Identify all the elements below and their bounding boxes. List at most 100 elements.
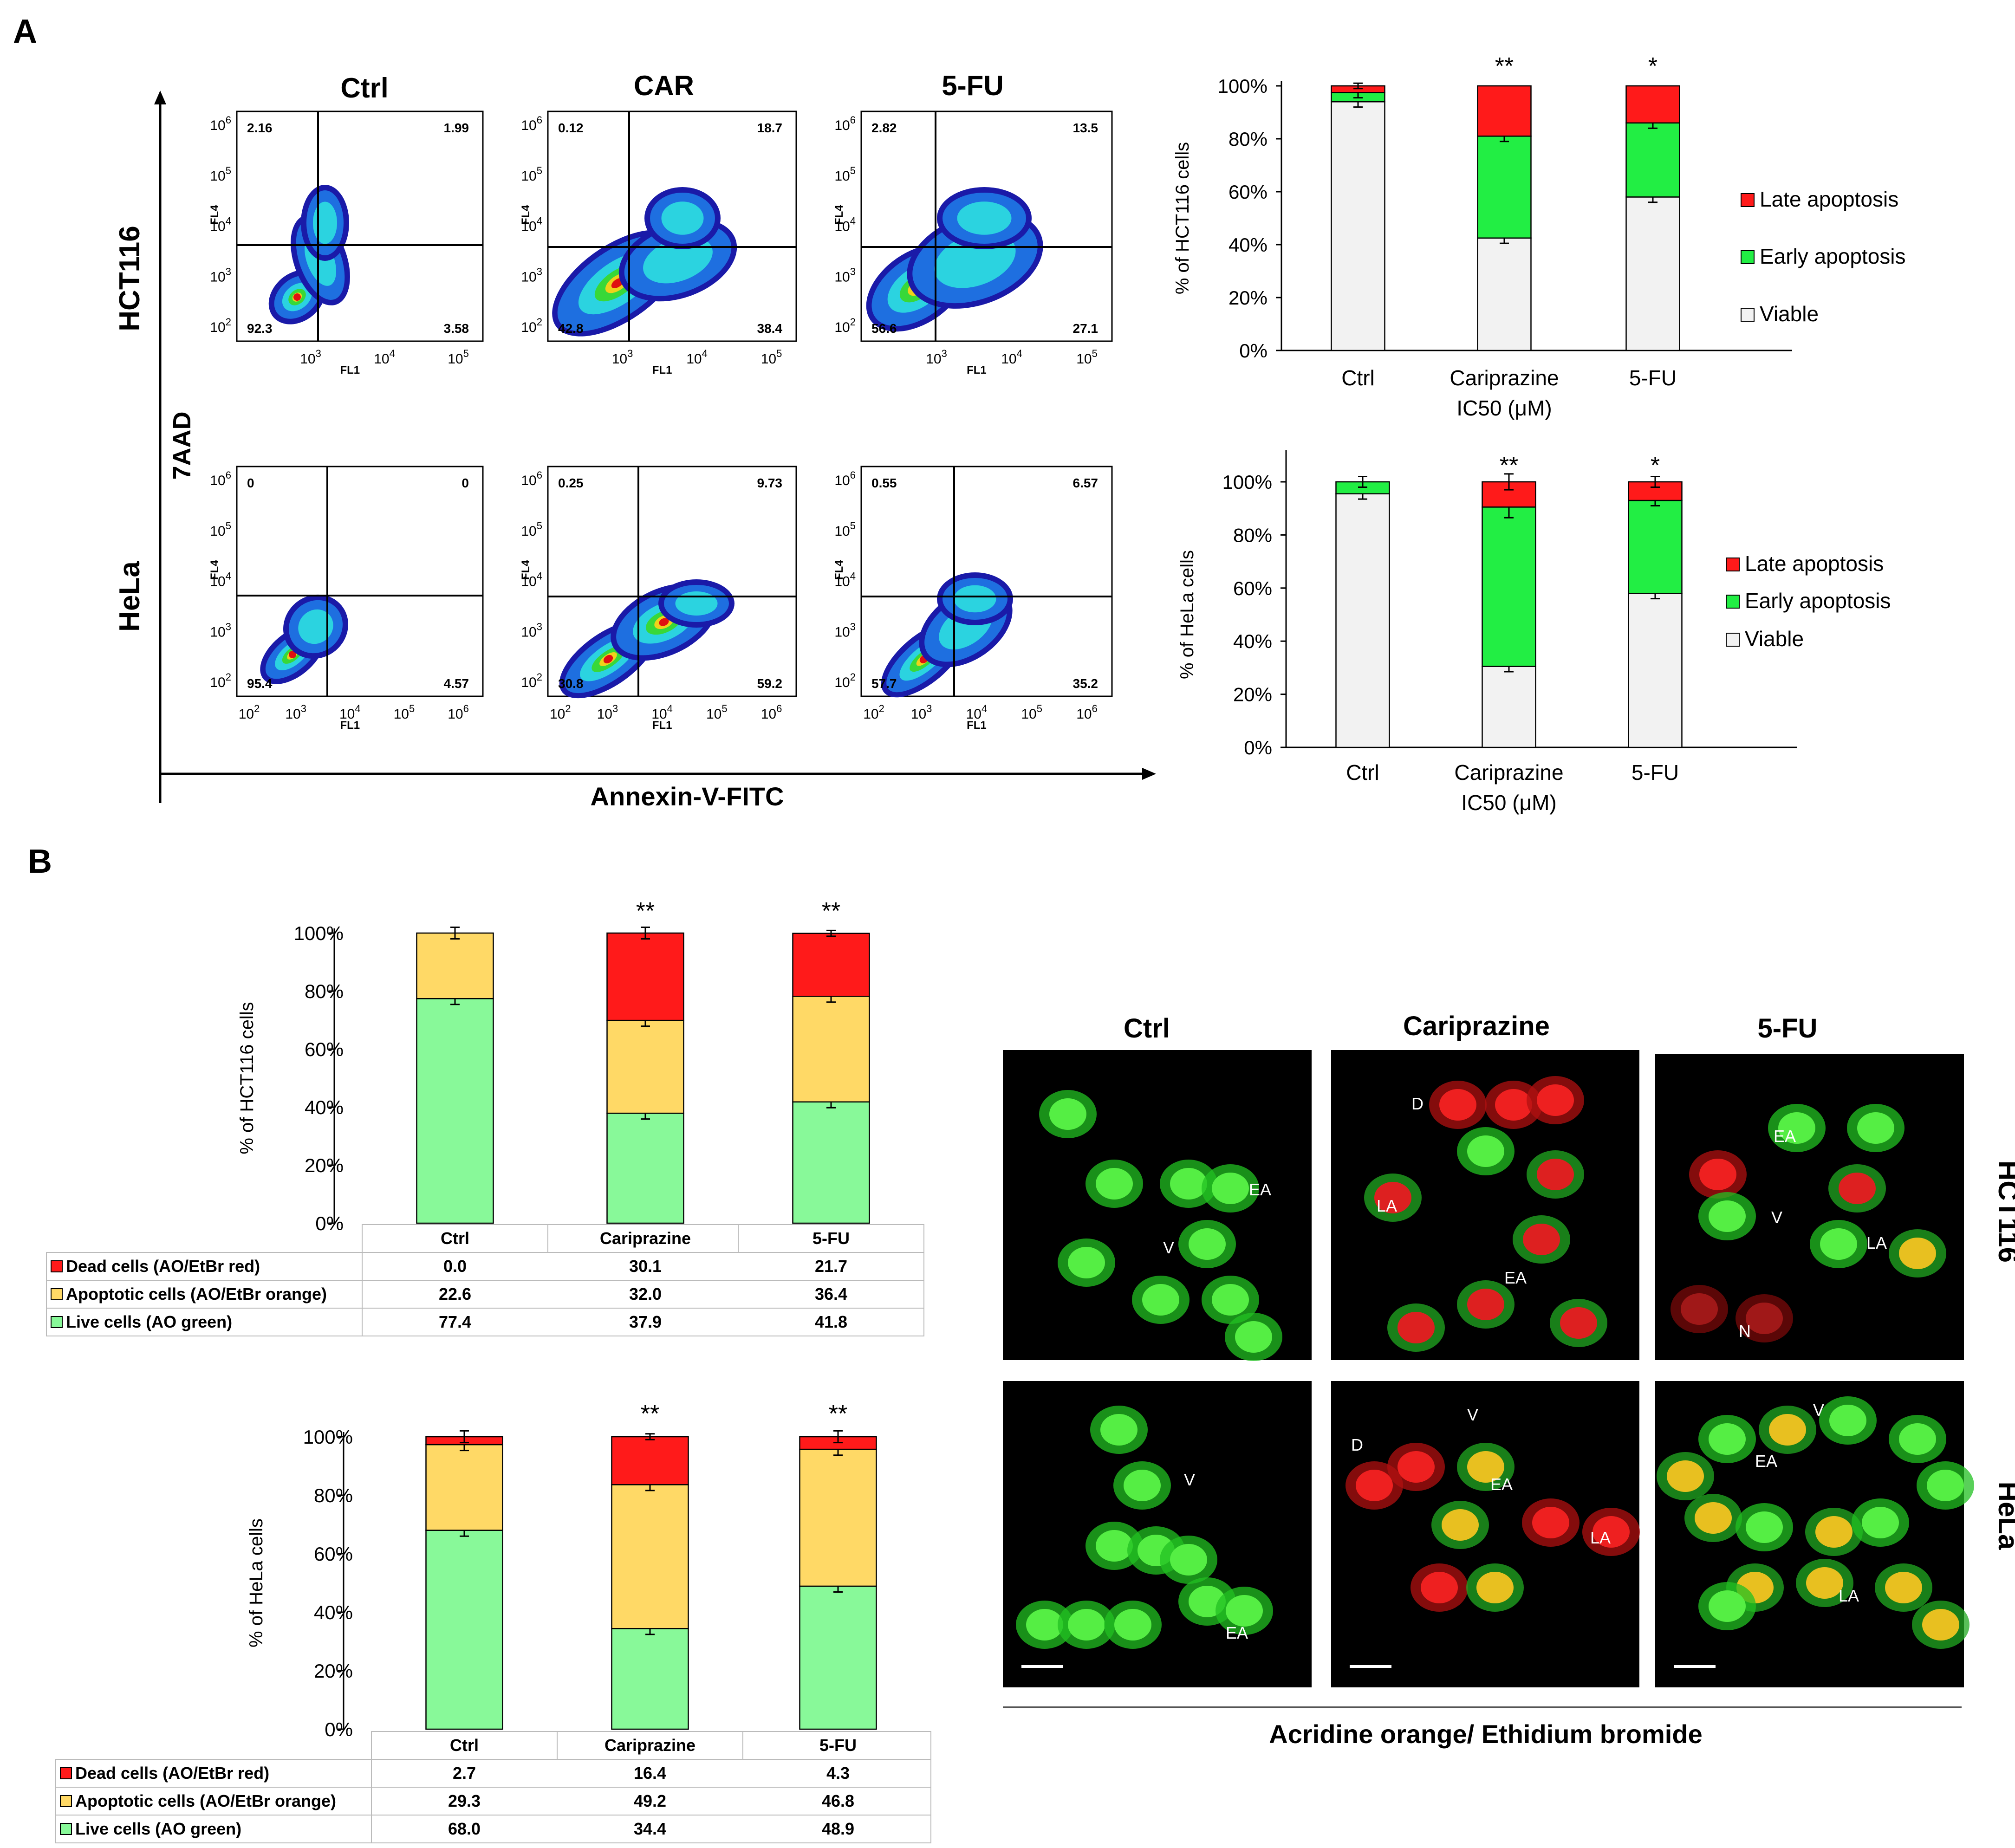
quadrant-upper-left: 0.12 bbox=[558, 121, 584, 135]
density-cyan bbox=[661, 201, 704, 235]
cell-nucleus bbox=[1746, 1511, 1783, 1543]
y-tick-exp: 5 bbox=[226, 165, 231, 176]
table-cell-cariprazine: 49.2 bbox=[634, 1791, 666, 1810]
legend-swatch bbox=[1741, 308, 1755, 322]
y-tick-label: 102 bbox=[210, 671, 231, 690]
density-cyan bbox=[675, 591, 718, 616]
cell-nucleus bbox=[1226, 1595, 1263, 1627]
cell-nucleus bbox=[1769, 1414, 1806, 1446]
cell-nucleus bbox=[1374, 1182, 1411, 1213]
legend-label: Viable bbox=[1760, 302, 1819, 326]
table-row-swatch bbox=[60, 1795, 72, 1807]
bar-segment-ctrl bbox=[416, 998, 494, 1224]
y-tick-exp: 4 bbox=[850, 215, 856, 227]
cell-nucleus bbox=[1467, 1135, 1504, 1167]
y-tick-exp: 6 bbox=[850, 469, 856, 481]
cell-label: EA bbox=[1774, 1127, 1796, 1146]
x-tick-label: 103 bbox=[597, 703, 618, 722]
y-tick-exp: 4 bbox=[537, 571, 542, 582]
density-cyan bbox=[957, 201, 1012, 235]
y-channel-label: FL4 bbox=[520, 205, 532, 225]
cell-nucleus bbox=[1857, 1112, 1894, 1144]
y-tick-label: 103 bbox=[834, 621, 856, 640]
y-tick-label: 106 bbox=[521, 469, 542, 488]
x-tick-label: 104 bbox=[374, 348, 395, 367]
x-tick-exp: 4 bbox=[355, 703, 360, 714]
y-tick-exp: 2 bbox=[537, 671, 542, 683]
significance-cariprazine: ** bbox=[1500, 452, 1518, 479]
density-red bbox=[603, 655, 613, 664]
y-tick-label: 20% bbox=[1233, 684, 1272, 706]
cell-nucleus bbox=[1124, 1470, 1161, 1501]
table-cell-cariprazine: 34.4 bbox=[634, 1819, 666, 1838]
y-tick-label: 100% bbox=[294, 922, 344, 944]
cell-nucleus bbox=[1235, 1321, 1272, 1353]
y-tick-label: 103 bbox=[834, 266, 856, 285]
y-tick-exp: 3 bbox=[226, 266, 231, 277]
y-tick-label: 80% bbox=[1233, 524, 1272, 546]
quadrant-lower-left: 56.6 bbox=[871, 321, 897, 336]
cell-nucleus bbox=[1189, 1228, 1226, 1260]
x-tick-exp: 5 bbox=[409, 703, 415, 714]
micro-col-title-5fu: 5-FU bbox=[1758, 1013, 1818, 1044]
micro-caption: Acridine orange/ Ethidium bromide bbox=[1269, 1719, 1702, 1749]
category-label-ctrl: Ctrl bbox=[1346, 760, 1379, 785]
legend-label: Viable bbox=[1745, 627, 1804, 651]
table-row bbox=[55, 1759, 931, 1788]
flow-row-title-hct116: HCT116 bbox=[114, 226, 146, 331]
x-axis-subtitle: IC50 (μM) bbox=[1456, 396, 1552, 420]
cell-label: D bbox=[1411, 1094, 1424, 1113]
stacked-bar-chart-4: 0% 20% 40% 60% 80% 100% % of HeLa cells ** ** Ctr… bbox=[55, 1401, 931, 1843]
x-tick-label: 104 bbox=[1001, 348, 1022, 367]
table-row-label: Live cells (AO green) bbox=[66, 1312, 232, 1331]
bar-segment-cariprazine bbox=[611, 1436, 689, 1485]
cell-nucleus bbox=[1096, 1530, 1133, 1562]
y-tick-label: 100% bbox=[1222, 471, 1272, 493]
y-tick-label: 106 bbox=[834, 469, 856, 488]
quadrant-upper-right: 18.7 bbox=[757, 121, 783, 135]
table-row bbox=[46, 1252, 924, 1281]
table-cell-ctrl: 68.0 bbox=[448, 1819, 481, 1838]
cell-nucleus bbox=[1398, 1312, 1435, 1343]
y-tick-exp: 4 bbox=[537, 215, 542, 227]
significance-5fu: ** bbox=[822, 898, 840, 925]
table-cell-cariprazine: 16.4 bbox=[634, 1764, 666, 1783]
category-label-ctrl: Ctrl bbox=[1341, 366, 1375, 390]
cell-nucleus bbox=[1699, 1159, 1736, 1190]
y-tick-exp: 4 bbox=[226, 571, 231, 582]
y-tick-label: 103 bbox=[521, 621, 542, 640]
cell-nucleus bbox=[1681, 1293, 1718, 1325]
quadrant-lower-left: 57.7 bbox=[871, 676, 897, 691]
category-label-5fu: 5-FU bbox=[1629, 366, 1677, 390]
x-tick-label: 105 bbox=[448, 348, 469, 367]
cell-nucleus bbox=[1709, 1590, 1746, 1622]
x-channel-label: FL1 bbox=[340, 364, 360, 376]
density-cyan bbox=[954, 585, 996, 613]
cell-nucleus bbox=[1398, 1451, 1435, 1483]
table-cell-ctrl: 22.6 bbox=[439, 1284, 471, 1303]
quadrant-lower-left: 30.8 bbox=[558, 676, 584, 691]
quadrant-lower-left: 92.3 bbox=[247, 321, 273, 336]
table-cell-5fu: 36.4 bbox=[815, 1284, 847, 1303]
x-tick-exp: 5 bbox=[722, 703, 727, 714]
x-tick-exp: 5 bbox=[1092, 348, 1098, 359]
legend-label: Late apoptosis bbox=[1745, 551, 1884, 576]
y-tick-label: 0% bbox=[325, 1718, 353, 1740]
stacked-bar-chart-2: 0% 20% 40% 60% 80% 100% % of HeLa cells Ctrl ** C… bbox=[1177, 450, 1891, 815]
y-tick-label: 106 bbox=[210, 114, 231, 133]
y-tick-label: 105 bbox=[834, 520, 856, 539]
density-red bbox=[289, 651, 296, 658]
x-tick-exp: 6 bbox=[1092, 703, 1098, 714]
flow-plots: 2.16 1.99 92.3 3.58 106 105 104 103 102 103 104 105… bbox=[208, 110, 1113, 732]
micro-col-title-ctrl: Ctrl bbox=[1124, 1013, 1170, 1044]
x-tick-exp: 2 bbox=[879, 703, 884, 714]
y-tick-label: 0% bbox=[315, 1213, 344, 1234]
x-tick-label: 105 bbox=[1021, 703, 1042, 722]
cell-nucleus bbox=[1026, 1609, 1063, 1641]
x-tick-label: 106 bbox=[1076, 703, 1098, 722]
quadrant-lower-right: 38.4 bbox=[757, 321, 783, 336]
cell-nucleus bbox=[1356, 1470, 1393, 1501]
x-tick-exp: 3 bbox=[942, 348, 947, 359]
cell-nucleus bbox=[1862, 1507, 1899, 1538]
